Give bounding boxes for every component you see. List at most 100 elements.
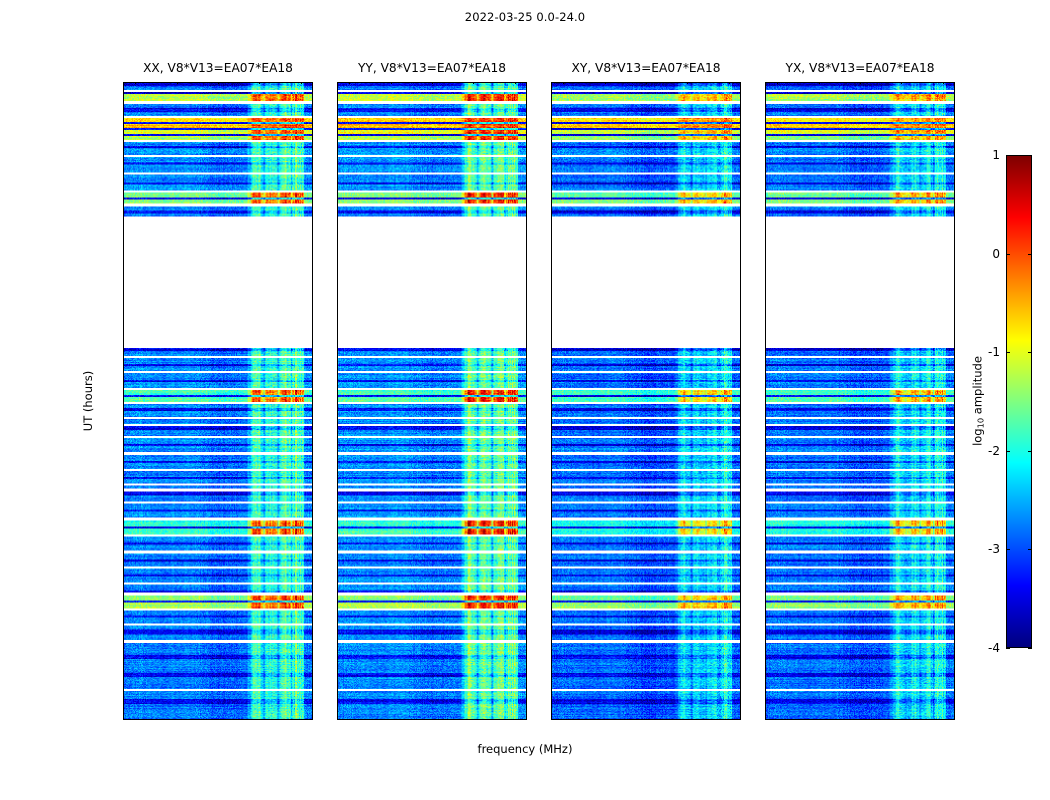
x-tick-mark xyxy=(218,718,219,719)
colorbar-tick-mark-right xyxy=(1028,648,1032,649)
y-tick-mark xyxy=(123,308,124,309)
x-tick-mark xyxy=(473,718,475,719)
colorbar-tick-label: -3 xyxy=(988,542,1000,557)
y-tick-mark-right xyxy=(740,445,741,446)
x-tick-mark-top xyxy=(646,83,647,84)
y-tick-mark xyxy=(551,308,552,309)
colorbar-tick-mark-right xyxy=(1028,352,1032,354)
axes-xx[interactable]: 32033535036538005101520 xyxy=(123,82,313,720)
x-tick-mark xyxy=(563,718,565,719)
x-tick-mark xyxy=(176,718,178,719)
x-tick-mark-top xyxy=(432,83,433,84)
y-tick-mark-right xyxy=(526,308,527,309)
x-tick-mark-top xyxy=(300,83,302,84)
y-tick-mark xyxy=(551,171,552,172)
x-tick-mark xyxy=(300,718,302,719)
y-tick-mark xyxy=(765,308,766,309)
colorbar-tick-mark xyxy=(1006,253,1010,255)
y-tick-mark-right xyxy=(954,445,955,446)
y-tick-mark xyxy=(123,582,124,583)
y-tick-mark xyxy=(551,719,552,720)
y-tick-mark xyxy=(551,445,552,446)
y-tick-mark-right xyxy=(312,171,313,172)
y-tick-mark xyxy=(123,719,124,720)
spectrogram-yx xyxy=(766,83,954,719)
panel-title-xx: XX, V8*V13=EA07*EA18 xyxy=(143,61,293,75)
x-tick-mark xyxy=(942,718,944,719)
colorbar-tick-label: 0 xyxy=(992,246,1000,261)
colorbar-tick-label: -2 xyxy=(988,443,1000,458)
x-tick-mark xyxy=(432,718,433,719)
y-tick-mark-right xyxy=(312,308,313,309)
colorbar-tick-mark-right xyxy=(1028,155,1032,156)
axes-xy[interactable]: 32033535036538005101520 xyxy=(551,82,741,720)
x-tick-mark-top xyxy=(728,83,730,84)
x-tick-mark xyxy=(777,718,779,719)
y-tick-mark-right xyxy=(954,719,955,720)
x-tick-mark xyxy=(514,718,516,719)
spectrogram-xx xyxy=(124,83,312,719)
x-tick-mark xyxy=(818,718,820,719)
figure-suptitle: 2022-03-25 0.0-24.0 xyxy=(464,10,586,24)
x-tick-mark-top xyxy=(176,83,178,84)
x-tick-mark-top xyxy=(349,83,351,84)
panel-title-xy: XY, V8*V13=EA07*EA18 xyxy=(571,61,721,75)
colorbar-tick-label: -1 xyxy=(988,345,1000,360)
x-tick-mark-top xyxy=(942,83,944,84)
y-tick-mark xyxy=(337,719,338,720)
y-tick-mark-right xyxy=(740,719,741,720)
y-tick-mark xyxy=(123,445,124,446)
y-tick-mark-right xyxy=(740,582,741,583)
colorbar-tick-label: 1 xyxy=(992,148,1000,162)
colorbar-tick-mark xyxy=(1006,549,1010,551)
x-tick-mark xyxy=(349,718,351,719)
x-tick-mark-top xyxy=(687,83,689,84)
x-tick-mark xyxy=(901,718,903,719)
y-tick-mark xyxy=(337,171,338,172)
x-tick-mark xyxy=(728,718,730,719)
x-tick-mark-top xyxy=(901,83,903,84)
colorbar-gradient xyxy=(1006,155,1032,648)
y-tick-mark xyxy=(551,582,552,583)
x-tick-mark-top xyxy=(390,83,392,84)
x-tick-mark xyxy=(259,718,261,719)
axes-yy[interactable]: 32033535036538005101520 xyxy=(337,82,527,720)
x-tick-mark xyxy=(646,718,647,719)
colorbar-tick-mark xyxy=(1006,450,1010,452)
spectrogram-yy xyxy=(338,83,526,719)
colorbar-tick-label: -4 xyxy=(988,641,1000,655)
colorbar-tick-mark xyxy=(1006,352,1010,354)
panel-xy: XY, V8*V13=EA07*EA18 3203353503653800510… xyxy=(551,61,741,720)
colorbar-tick-mark xyxy=(1006,648,1010,649)
y-tick-mark xyxy=(765,719,766,720)
y-tick-mark-right xyxy=(526,445,527,446)
y-tick-mark-right xyxy=(312,582,313,583)
colorbar-label: log10 amplitude xyxy=(970,356,985,446)
x-tick-mark xyxy=(687,718,689,719)
x-tick-mark xyxy=(860,718,861,719)
y-tick-mark xyxy=(337,308,338,309)
y-tick-mark xyxy=(765,171,766,172)
colorbar[interactable]: -4 -3 -2 -1 0 1 xyxy=(988,148,1032,655)
colorbar-label-tail: amplitude xyxy=(970,356,985,418)
colorbar-label-subscript: 10 xyxy=(975,417,986,429)
x-tick-mark-top xyxy=(218,83,219,84)
x-tick-mark-top xyxy=(514,83,516,84)
x-tick-mark xyxy=(604,718,606,719)
x-tick-mark-top xyxy=(860,83,861,84)
x-tick-mark-top xyxy=(777,83,779,84)
y-tick-mark-right xyxy=(312,445,313,446)
y-axis-label: UT (hours) xyxy=(81,370,95,432)
axes-yx[interactable]: 32033535036538005101520 xyxy=(765,82,955,720)
y-tick-mark-right xyxy=(526,719,527,720)
x-tick-mark xyxy=(135,718,137,719)
panel-yy: YY, V8*V13=EA07*EA18 3203353503653800510… xyxy=(337,61,527,720)
y-tick-mark xyxy=(765,582,766,583)
y-tick-mark xyxy=(337,445,338,446)
spectrogram-xy xyxy=(552,83,740,719)
y-tick-mark xyxy=(123,171,124,172)
y-tick-mark-right xyxy=(312,719,313,720)
x-tick-mark-top xyxy=(259,83,261,84)
colorbar-tick-mark-right xyxy=(1028,549,1032,551)
